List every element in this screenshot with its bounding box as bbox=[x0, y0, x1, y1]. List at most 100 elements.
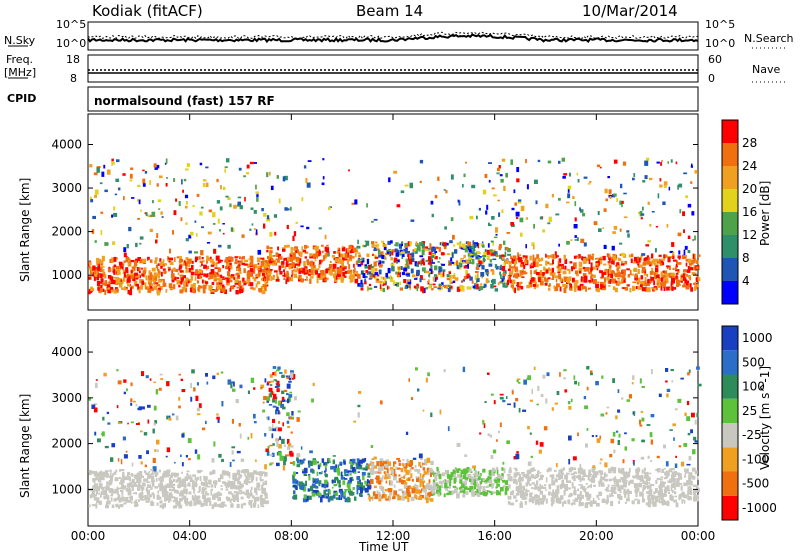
velocity-cell bbox=[175, 472, 179, 477]
velocity-cell bbox=[401, 480, 406, 485]
velocity-cell bbox=[332, 494, 336, 499]
velocity-cell bbox=[464, 473, 467, 476]
velocity-cell bbox=[123, 502, 127, 505]
velocity-cell bbox=[280, 403, 285, 408]
power-cell bbox=[388, 177, 391, 183]
velocity-cell bbox=[654, 498, 659, 503]
velocity-cell bbox=[350, 464, 353, 470]
velocity-cell bbox=[153, 381, 156, 384]
power-cell bbox=[127, 263, 131, 266]
velocity-cell bbox=[649, 489, 653, 494]
velocity-cell bbox=[158, 469, 161, 473]
velocity-cell bbox=[431, 489, 435, 494]
power-cell bbox=[432, 276, 435, 282]
power-cell bbox=[455, 260, 459, 266]
velocity-cell bbox=[181, 462, 184, 467]
velocity-cell bbox=[477, 471, 480, 475]
velocity-cell bbox=[396, 494, 400, 497]
power-cell bbox=[514, 202, 517, 206]
velocity-cell bbox=[239, 384, 243, 389]
velocity-cell bbox=[456, 493, 460, 499]
power-cell bbox=[119, 283, 123, 287]
power-cell bbox=[421, 246, 426, 252]
power-cell bbox=[158, 270, 161, 275]
power-cell bbox=[193, 283, 196, 289]
velocity-cell bbox=[502, 399, 506, 403]
power-cell bbox=[670, 282, 673, 287]
power-cell bbox=[115, 279, 118, 285]
velocity-cell bbox=[325, 468, 327, 472]
velocity-cell bbox=[673, 491, 677, 495]
power-cell bbox=[505, 247, 509, 250]
power-cell bbox=[412, 274, 416, 278]
velocity-cell bbox=[198, 469, 203, 472]
power-cell bbox=[689, 283, 692, 288]
power-cell bbox=[104, 281, 108, 287]
power-cell bbox=[613, 261, 615, 265]
power-cell bbox=[564, 258, 568, 264]
velocity-cell bbox=[612, 431, 616, 437]
velocity-cell bbox=[372, 496, 375, 500]
velocity-cell bbox=[385, 459, 390, 465]
velocity-cell bbox=[271, 433, 274, 439]
velocity-cell bbox=[248, 480, 251, 484]
velocity-cell bbox=[438, 474, 442, 480]
power-cell bbox=[671, 286, 674, 291]
velocity-cell bbox=[432, 483, 437, 488]
velocity-cell bbox=[542, 498, 545, 501]
velocity-cell bbox=[220, 475, 224, 480]
power-cell bbox=[252, 287, 256, 291]
power-cell bbox=[463, 173, 466, 178]
power-cell bbox=[320, 272, 323, 276]
power-cell bbox=[690, 287, 694, 292]
power-cell bbox=[357, 283, 361, 287]
power-cell bbox=[430, 255, 435, 258]
velocity-cell bbox=[138, 471, 143, 477]
power-cell bbox=[371, 268, 375, 274]
power-cell bbox=[130, 167, 134, 170]
power-cell bbox=[590, 275, 593, 280]
power-cell bbox=[534, 257, 537, 262]
power-cell bbox=[617, 280, 621, 285]
power-cell bbox=[265, 268, 269, 274]
velocity-cell bbox=[239, 486, 242, 489]
velocity-cell bbox=[491, 472, 495, 476]
velocity-cell bbox=[408, 478, 411, 481]
velocity-cell bbox=[618, 484, 620, 489]
power-cell bbox=[371, 220, 374, 223]
power-cell bbox=[463, 254, 466, 259]
power-cell bbox=[357, 239, 359, 245]
velocity-cell bbox=[689, 478, 692, 483]
velocity-cell bbox=[367, 476, 371, 478]
power-cell bbox=[580, 276, 583, 282]
velocity-cell bbox=[259, 495, 263, 501]
velocity-cell bbox=[535, 440, 539, 445]
velocity-cell bbox=[422, 488, 426, 492]
power-cell bbox=[116, 266, 120, 269]
power-cell bbox=[462, 184, 464, 188]
power-cell bbox=[319, 270, 323, 273]
velocity-cell bbox=[429, 484, 432, 487]
velocity-cell bbox=[658, 500, 663, 504]
power-cell bbox=[138, 199, 141, 205]
power-cell bbox=[329, 271, 333, 276]
velocity-cell bbox=[266, 396, 271, 401]
velocity-cell bbox=[564, 475, 567, 478]
power-cell bbox=[262, 284, 265, 288]
velocity-cell bbox=[393, 484, 396, 488]
power-cell bbox=[106, 169, 111, 175]
power-cell bbox=[219, 284, 223, 286]
power-cell bbox=[595, 283, 600, 289]
power-cell bbox=[447, 284, 451, 287]
velocity-cell bbox=[586, 386, 589, 391]
velocity-cell bbox=[528, 498, 532, 503]
velocity-cell bbox=[340, 492, 344, 498]
velocity-cell bbox=[304, 467, 308, 474]
power-cell bbox=[147, 277, 151, 283]
velocity-cell bbox=[159, 504, 164, 508]
power-colorbar-segment bbox=[722, 281, 738, 304]
velocity-cell bbox=[405, 431, 409, 435]
velocity-cell bbox=[461, 481, 466, 483]
power-cell bbox=[377, 274, 380, 277]
power-cell bbox=[178, 281, 181, 283]
